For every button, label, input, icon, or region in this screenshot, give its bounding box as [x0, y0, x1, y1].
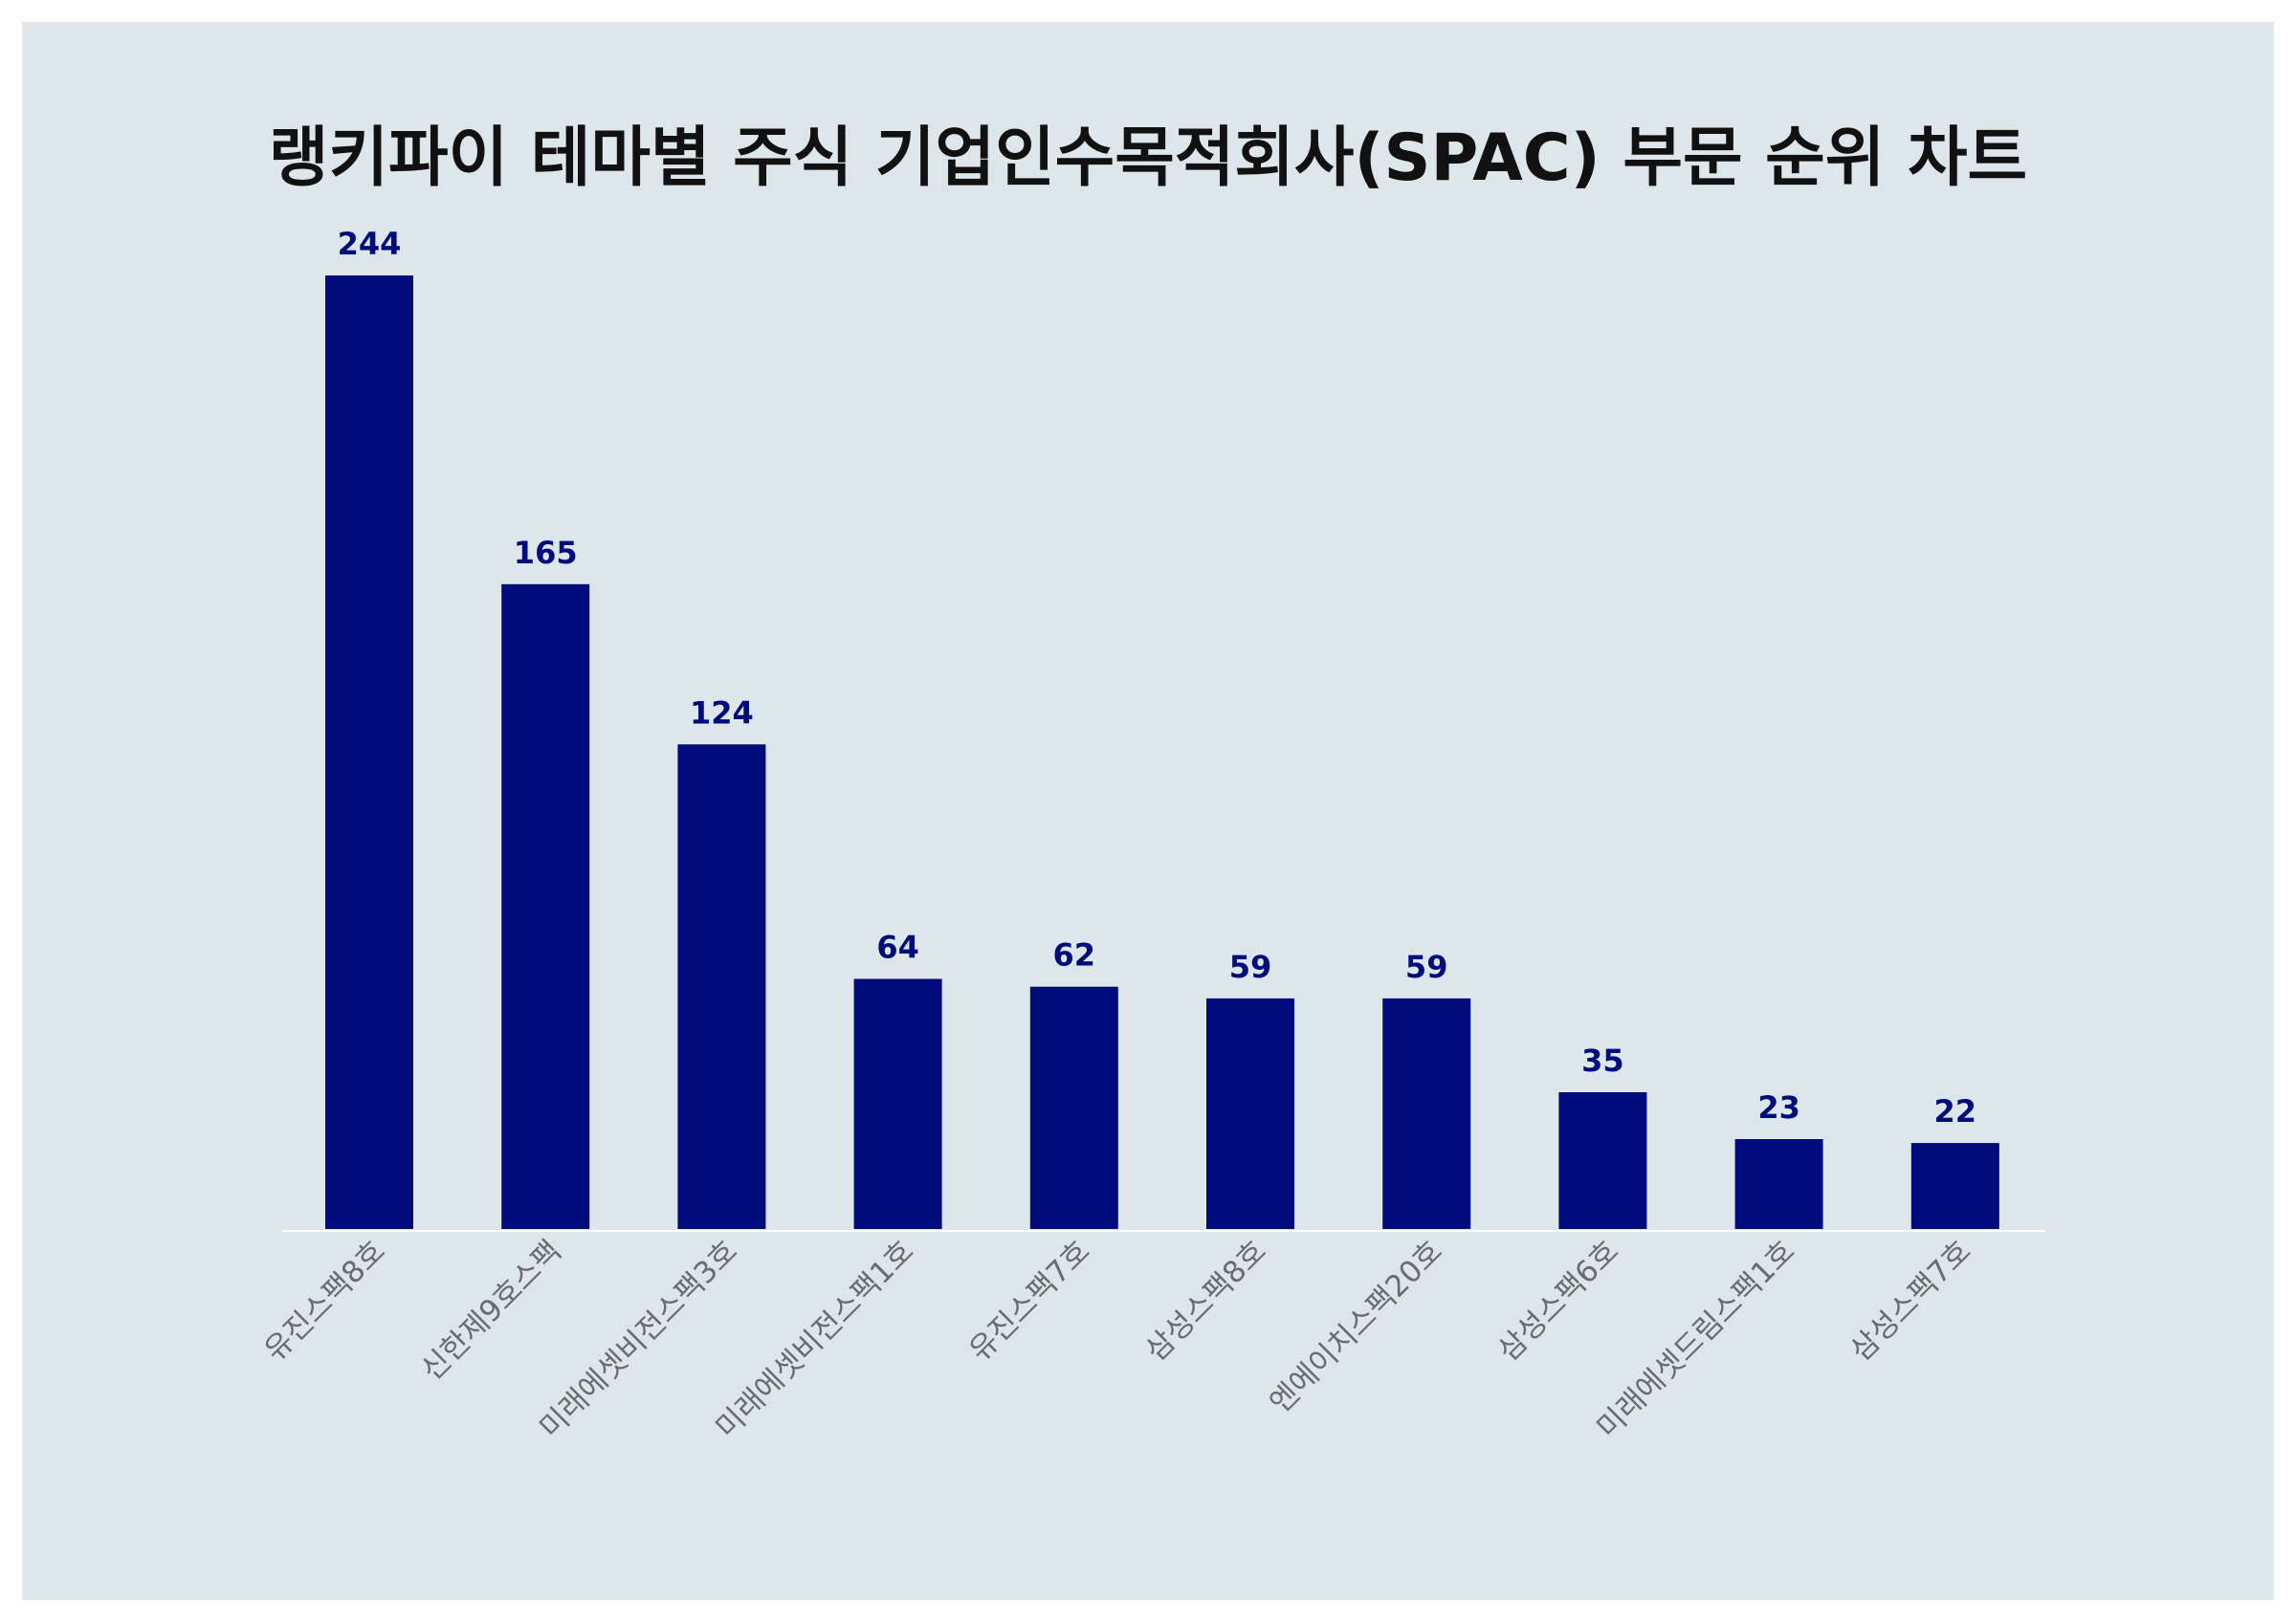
bar-value-label: 59 — [1229, 949, 1272, 985]
bar — [325, 275, 413, 1229]
bar — [1206, 998, 1294, 1229]
bar-value-label: 165 — [514, 535, 578, 571]
bar-value-label: 64 — [876, 930, 919, 966]
bar-value-label: 22 — [1934, 1093, 1977, 1130]
bar-value-label: 35 — [1581, 1042, 1624, 1079]
bar — [1734, 1139, 1823, 1229]
bar — [853, 978, 942, 1229]
bars-layer — [325, 275, 1999, 1229]
bar — [677, 744, 766, 1229]
bar-value-label: 23 — [1757, 1089, 1800, 1126]
bar-value-label: 59 — [1405, 949, 1448, 985]
bar-value-label: 244 — [338, 226, 402, 262]
bar-value-label: 124 — [690, 694, 754, 731]
bar — [1558, 1092, 1647, 1229]
value-labels-layer: 244 165 124 64 62 59 59 35 23 22 — [338, 226, 1976, 1130]
bar — [501, 583, 590, 1229]
bar — [1029, 986, 1118, 1229]
bar — [1910, 1143, 1999, 1229]
bar-value-label: 62 — [1053, 937, 1096, 974]
bar — [1382, 998, 1471, 1229]
chart-title: 랭키파이 테마별 주식 기업인수목적회사(SPAC) 부문 순위 차트 — [269, 121, 2027, 196]
